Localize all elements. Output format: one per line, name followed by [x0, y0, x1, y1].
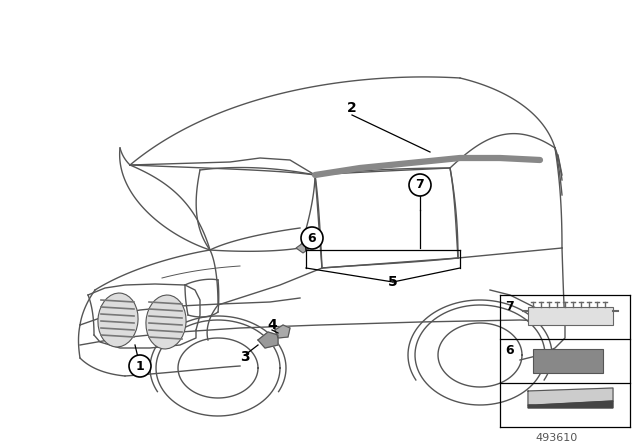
Polygon shape: [528, 388, 613, 405]
Polygon shape: [296, 243, 310, 253]
Polygon shape: [258, 332, 278, 348]
Text: 1: 1: [136, 359, 145, 372]
Circle shape: [129, 355, 151, 377]
Text: 6: 6: [505, 344, 514, 357]
Text: 3: 3: [240, 350, 250, 364]
Polygon shape: [275, 325, 290, 338]
Text: 493610: 493610: [536, 433, 578, 443]
Text: 2: 2: [347, 101, 357, 115]
Text: 5: 5: [388, 275, 398, 289]
Text: 4: 4: [267, 318, 277, 332]
Text: 7: 7: [415, 178, 424, 191]
Text: 6: 6: [308, 232, 316, 245]
Bar: [533, 349, 603, 373]
Text: 7: 7: [505, 300, 514, 313]
Circle shape: [409, 174, 431, 196]
Bar: [528, 307, 613, 325]
Polygon shape: [528, 401, 613, 408]
Ellipse shape: [146, 295, 186, 349]
Circle shape: [301, 227, 323, 249]
Ellipse shape: [98, 293, 138, 347]
